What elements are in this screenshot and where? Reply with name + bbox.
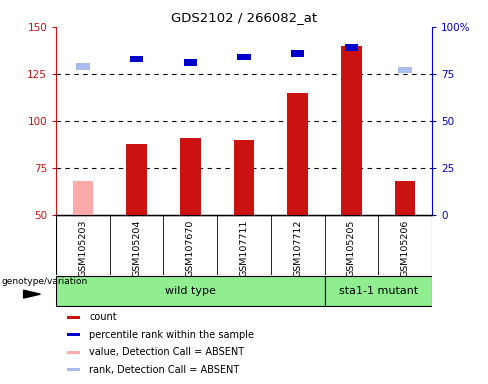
Bar — [76, 63, 90, 70]
Text: GSM107670: GSM107670 — [186, 219, 195, 276]
Bar — [67, 333, 80, 336]
Text: genotype/variation: genotype/variation — [1, 277, 88, 286]
Text: GSM105204: GSM105204 — [132, 219, 141, 276]
Text: count: count — [89, 312, 117, 322]
Bar — [130, 56, 143, 62]
Bar — [291, 50, 305, 56]
Bar — [67, 368, 80, 371]
Text: GSM105206: GSM105206 — [401, 219, 409, 276]
Text: GSM105205: GSM105205 — [347, 219, 356, 276]
Bar — [126, 144, 147, 215]
FancyBboxPatch shape — [56, 276, 325, 306]
Bar — [395, 181, 415, 215]
Bar — [180, 138, 201, 215]
Text: GSM107711: GSM107711 — [240, 219, 248, 276]
Text: rank, Detection Call = ABSENT: rank, Detection Call = ABSENT — [89, 364, 240, 375]
Bar — [67, 316, 80, 319]
Bar — [341, 46, 362, 215]
FancyBboxPatch shape — [325, 276, 432, 306]
Bar — [67, 351, 80, 354]
Text: value, Detection Call = ABSENT: value, Detection Call = ABSENT — [89, 347, 244, 357]
Bar — [237, 54, 251, 60]
Bar — [73, 181, 93, 215]
Bar — [287, 93, 308, 215]
Bar — [183, 60, 197, 66]
Bar — [345, 44, 358, 51]
Text: GSM105203: GSM105203 — [79, 219, 87, 277]
Bar — [398, 67, 412, 73]
Bar — [234, 140, 254, 215]
Title: GDS2102 / 266082_at: GDS2102 / 266082_at — [171, 11, 317, 24]
Polygon shape — [23, 290, 41, 298]
Text: wild type: wild type — [165, 286, 216, 296]
Text: sta1-1 mutant: sta1-1 mutant — [339, 286, 418, 296]
Text: percentile rank within the sample: percentile rank within the sample — [89, 329, 254, 340]
Text: GSM107712: GSM107712 — [293, 219, 302, 276]
